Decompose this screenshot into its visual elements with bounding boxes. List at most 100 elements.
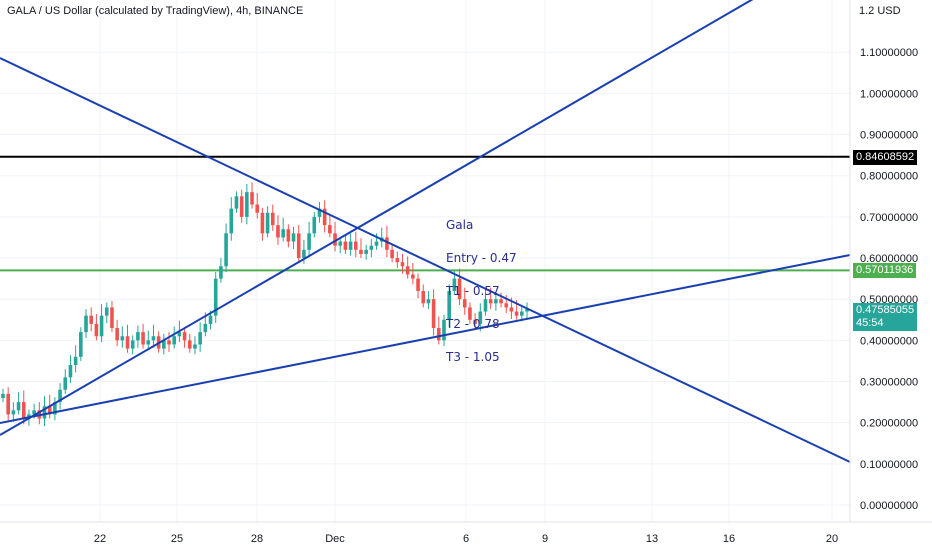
candle-body: [141, 332, 145, 345]
x-tick-label: 9: [542, 533, 548, 545]
candle-body: [99, 315, 104, 337]
last-price-value: 0.47585055: [856, 304, 915, 316]
candle-body: [104, 307, 109, 316]
candle-body: [483, 299, 488, 312]
candle-body: [302, 249, 306, 259]
candle-body: [499, 299, 503, 304]
candle-body: [457, 278, 462, 300]
black-level-tag: 0.84608592: [853, 150, 918, 165]
y-tick-label: 0.30000000: [860, 377, 918, 389]
candle-body: [146, 340, 151, 345]
descending-trendline: [0, 57, 851, 463]
candle-body: [452, 278, 457, 291]
candle-body: [151, 336, 156, 341]
note-line-2: Entry - 0.47: [446, 251, 517, 265]
candle-body: [328, 225, 332, 234]
y-tick-label: 1.10000000: [860, 47, 918, 59]
x-tick-label: 25: [171, 533, 183, 545]
candle-body: [167, 340, 171, 345]
candle-body: [421, 290, 426, 304]
candle-body: [509, 307, 514, 312]
candle-body: [245, 192, 249, 217]
candle-body: [255, 204, 260, 213]
candle-body: [42, 406, 47, 419]
candle-body: [296, 233, 301, 259]
ascending-shallow-trendline: [0, 254, 851, 424]
candle-body: [437, 328, 441, 341]
candle-body: [73, 356, 78, 366]
candle-body: [1, 393, 5, 398]
note-line-5: T3 - 1.05: [446, 350, 500, 364]
candle-body: [239, 196, 244, 217]
y-tick-label: 0.70000000: [860, 212, 918, 224]
candle-body: [89, 315, 93, 324]
candle-body: [162, 340, 166, 349]
x-tick-label: 13: [646, 533, 658, 545]
candle-body: [348, 241, 353, 250]
candle-body: [177, 332, 182, 337]
y-tick-label: 0.60000000: [860, 253, 918, 265]
candle-body: [234, 196, 239, 209]
candle-body: [16, 402, 21, 411]
candle-body: [333, 233, 337, 246]
candle-body: [291, 233, 296, 242]
axis-top-label: 1.2 USD: [859, 5, 901, 18]
candle-body: [416, 278, 420, 291]
candle-body: [110, 307, 114, 329]
candle-body: [307, 233, 311, 250]
candle-body: [468, 307, 472, 320]
candle-body: [312, 216, 317, 234]
x-tick-label: 20: [826, 533, 838, 545]
candle-body: [58, 389, 62, 403]
candle-body: [426, 299, 431, 304]
price-axis[interactable]: 1.10000000 1.00000000 0.90000000 0.80000000…: [860, 47, 918, 512]
candle-body: [213, 278, 218, 316]
candle-body: [68, 365, 73, 378]
last-price-tag: 0.47585055 45:54: [853, 303, 918, 331]
candle-body: [338, 241, 343, 246]
bar-countdown: 45:54: [856, 317, 884, 329]
ascending-steep-trendline: [0, 0, 754, 436]
candle-body: [462, 299, 467, 308]
y-tick-label: 0.40000000: [860, 335, 918, 347]
candle-body: [115, 328, 119, 341]
candle-body: [514, 311, 519, 316]
note-line-4: T2 - 0.78: [446, 317, 500, 331]
candle-body: [265, 212, 270, 234]
green-level-tag: 0.57011936: [853, 263, 917, 278]
candle-body: [364, 249, 368, 254]
candle-body: [353, 241, 358, 250]
candle-body: [203, 323, 208, 333]
candle-body: [369, 245, 374, 250]
candle-body: [193, 344, 197, 349]
time-axis[interactable]: 22 25 28 Dec 6 9 13 16 20: [94, 533, 838, 545]
candle-body: [322, 208, 327, 226]
candle-body: [390, 249, 394, 259]
candle-body: [488, 299, 493, 304]
note-line-1: Gala: [446, 218, 474, 232]
candle-body: [411, 274, 415, 279]
x-tick-label: Dec: [325, 533, 345, 545]
candle-body: [94, 323, 99, 337]
candle-body: [473, 319, 477, 324]
trade-note: Gala Entry - 0.47 T1 - 0.57 T2 - 0.78 T3…: [446, 198, 517, 374]
candle-body: [84, 315, 88, 333]
x-tick-label: 28: [251, 533, 263, 545]
candle-body: [286, 229, 291, 242]
y-tick-label: 0.90000000: [860, 130, 918, 142]
x-tick-label: 16: [723, 533, 735, 545]
y-tick-label: 1.00000000: [860, 88, 918, 100]
candle-body: [525, 309, 529, 312]
y-tick-label: 0.20000000: [860, 418, 918, 430]
candle-body: [260, 212, 265, 234]
candle-body: [281, 229, 285, 238]
horizontal-levels: [0, 155, 850, 272]
y-tick-label: 0.00000000: [860, 500, 918, 512]
candle-body: [136, 332, 140, 341]
candle-body: [21, 402, 26, 419]
candle-body: [182, 332, 187, 341]
x-tick-label: 6: [463, 533, 469, 545]
y-tick-label: 0.80000000: [860, 171, 918, 183]
candle-body: [187, 340, 192, 349]
